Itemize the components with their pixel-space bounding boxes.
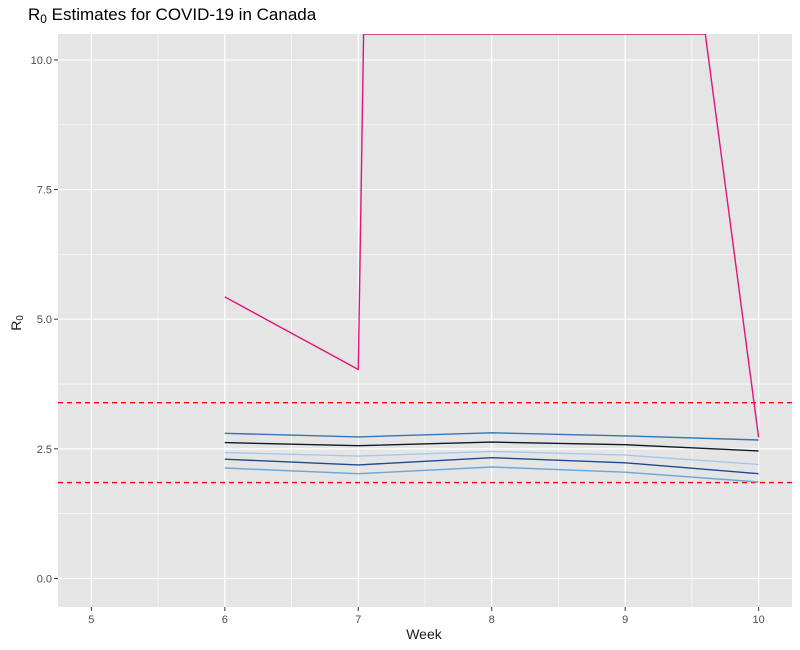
chart-title: R0 Estimates for COVID-19 in Canada (28, 5, 317, 26)
series-line (224, 466, 759, 483)
y-tick-label: 7.5 (37, 185, 52, 197)
x-tick-label: 6 (222, 614, 228, 626)
y-tick-label: 5.0 (37, 314, 52, 326)
series-line (224, 457, 759, 475)
y-tick-label: 0.0 (37, 573, 52, 585)
x-tick-label: 7 (355, 614, 361, 626)
y-tick-label: 2.5 (37, 444, 52, 456)
x-tick-label: 8 (489, 614, 495, 626)
x-axis-label: Week (406, 626, 442, 642)
x-tick-label: 5 (88, 614, 94, 626)
x-tick-label: 9 (622, 614, 628, 626)
x-tick-label: 10 (753, 614, 765, 626)
y-axis-label: R0 (7, 315, 27, 331)
y-tick-label: 10.0 (31, 55, 52, 67)
series-line (224, 432, 759, 441)
series-line (224, 450, 759, 466)
series-line (224, 34, 760, 438)
series-line (224, 441, 759, 452)
series-group (224, 34, 760, 483)
